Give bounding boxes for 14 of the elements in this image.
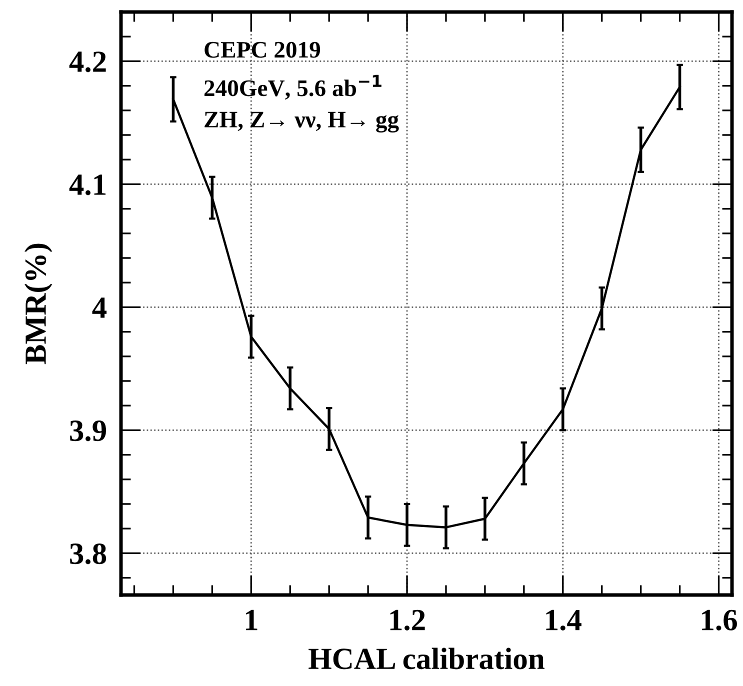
- y-tick-label: 3.9: [70, 420, 106, 442]
- y-tick-label: 4.2: [69, 52, 106, 72]
- y-tick-label: 3.8: [70, 543, 106, 564]
- x-axis-title: HCAL calibration: [308, 648, 544, 670]
- x-tick-label: 1: [246, 610, 258, 630]
- y-tick-label: 4: [92, 298, 107, 318]
- annotation: CEPC 2019: [204, 42, 320, 58]
- x-tick-label: 1.2: [390, 610, 425, 631]
- y-axis-title: BMR(%): [24, 244, 52, 364]
- y-tick-label: 4.1: [69, 174, 106, 196]
- annotation: ZH, Z→ νν, H→ gg: [204, 112, 399, 133]
- x-tick-label: 1.6: [702, 610, 737, 631]
- x-tick-label: 1.4: [546, 610, 582, 631]
- annotation: 240GeV, 5.6 ab$^{−1}$: [204, 74, 382, 100]
